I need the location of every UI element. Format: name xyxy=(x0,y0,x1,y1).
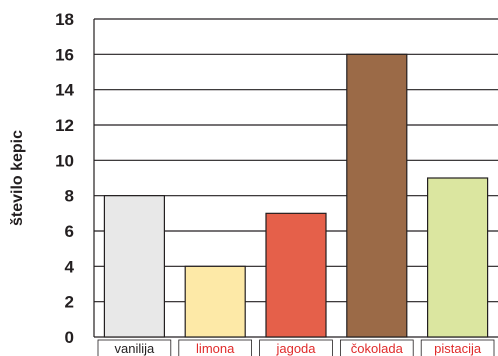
y-tick-label: 16 xyxy=(55,45,74,64)
y-tick-label: 10 xyxy=(55,151,74,170)
category-label: vanilija xyxy=(115,341,156,356)
bar-čokolada xyxy=(346,53,408,338)
bar-jagoda xyxy=(265,212,327,338)
category-label: limona xyxy=(196,341,235,356)
y-tick-label: 0 xyxy=(65,328,74,347)
y-tick-label: 2 xyxy=(65,293,74,312)
x-axis-categories: vanilija limona jagoda čokolada pistacija xyxy=(97,339,495,356)
category-label-box xyxy=(339,339,414,356)
bar-pistacija xyxy=(427,177,489,338)
y-tick-label: 12 xyxy=(55,116,74,135)
category-label-box xyxy=(420,339,495,356)
bars xyxy=(103,53,489,338)
category-label-box xyxy=(97,339,172,356)
category-label-box xyxy=(259,339,333,356)
y-tick-label: 8 xyxy=(65,187,74,206)
y-axis-label: število kepic xyxy=(9,130,26,226)
category-label: jagoda xyxy=(275,341,316,356)
y-tick-label: 4 xyxy=(65,257,75,276)
category-label-box xyxy=(178,339,253,356)
y-tick-label: 6 xyxy=(65,222,74,241)
y-tick-label: 14 xyxy=(55,81,74,100)
category-label: čokolada xyxy=(351,341,404,356)
y-tick-label: 18 xyxy=(55,10,74,29)
bar-limona xyxy=(184,265,246,338)
bar-vanilija xyxy=(103,195,166,338)
category-label: pistacija xyxy=(434,341,482,356)
y-axis-ticks: 0 2 4 6 8 10 12 14 16 18 xyxy=(55,10,74,347)
